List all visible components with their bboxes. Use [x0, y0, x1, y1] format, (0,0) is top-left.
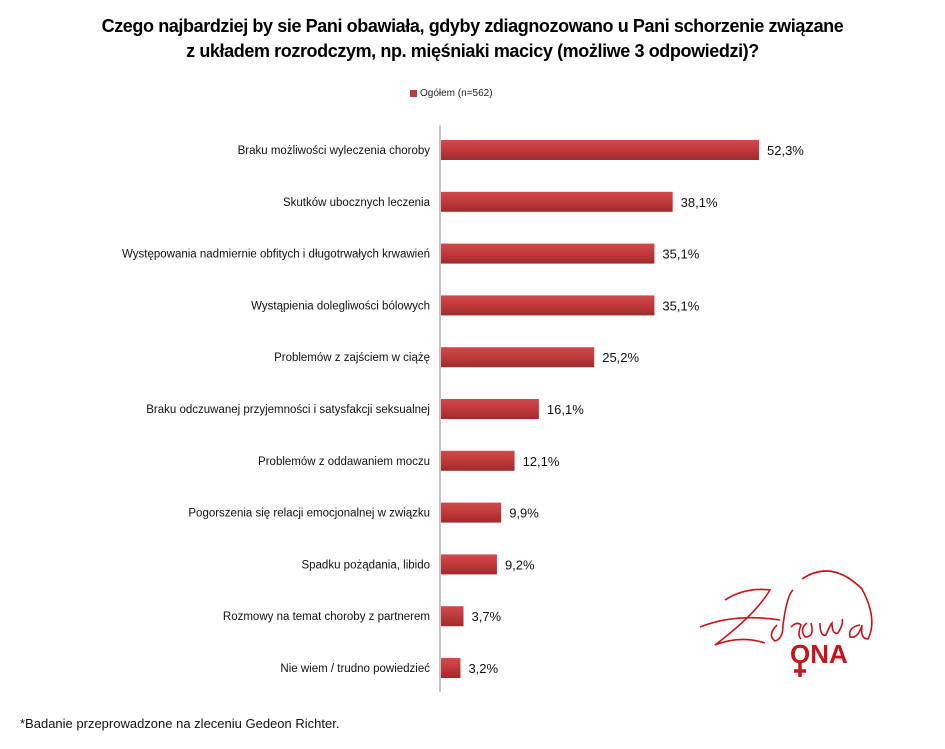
bar [441, 140, 759, 160]
bar [441, 450, 515, 471]
legend-swatch [410, 90, 417, 97]
value-label: 38,1% [681, 195, 718, 210]
value-label: 35,1% [662, 247, 699, 262]
value-label: 3,7% [471, 609, 501, 624]
value-label: 12,1% [523, 454, 560, 469]
category-label: Występowania nadmiernie obfitych i długo… [122, 249, 430, 261]
value-label: 35,1% [662, 298, 699, 313]
category-label: Wystąpienia dolegliwości bólowych [251, 300, 430, 312]
zdrowa-ona-logo: ONA [699, 570, 873, 677]
bar [441, 554, 497, 575]
category-label: Braku odczuwanej przyjemności i satysfak… [146, 404, 430, 416]
bar [441, 243, 655, 264]
category-label: Braku możliwości wyleczenia choroby [238, 145, 431, 157]
bar [441, 295, 655, 316]
bar [441, 347, 595, 368]
bar [441, 502, 502, 523]
legend-label: Ogółem (n=562) [420, 88, 493, 99]
category-label: Pogorszenia się relacji emocjonalnej w z… [188, 508, 430, 520]
category-label: Spadku pożądania, libido [301, 559, 430, 571]
chart-title: Czego najbardziej by sie Pani obawiała, … [0, 14, 945, 64]
value-label: 52,3% [767, 143, 804, 158]
category-label: Rozmowy na temat choroby z partnerem [223, 611, 430, 623]
legend: Ogółem (n=562) [410, 88, 493, 99]
category-label: Problemów z zajściem w ciążę [274, 352, 430, 364]
value-label: 25,2% [602, 350, 639, 365]
title-line-2: z układem rozrodczym, np. mięśniaki maci… [186, 41, 759, 61]
value-label: 16,1% [547, 402, 584, 417]
bar [441, 191, 673, 212]
value-label: 9,9% [509, 506, 539, 521]
category-label: Problemów z oddawaniem moczu [258, 456, 430, 468]
category-label: Skutków ubocznych leczenia [283, 197, 431, 209]
female-symbol-icon [794, 663, 806, 677]
category-label: Nie wiem / trudno powiedzieć [280, 663, 430, 675]
value-label: 3,2% [468, 661, 498, 676]
footnote: *Badanie przeprowadzone na zleceniu Gede… [20, 716, 340, 731]
title-line-1: Czego najbardziej by sie Pani obawiała, … [101, 16, 844, 36]
value-label: 9,2% [505, 557, 535, 572]
bar [441, 399, 539, 419]
bar [441, 606, 464, 627]
bar [441, 658, 461, 678]
